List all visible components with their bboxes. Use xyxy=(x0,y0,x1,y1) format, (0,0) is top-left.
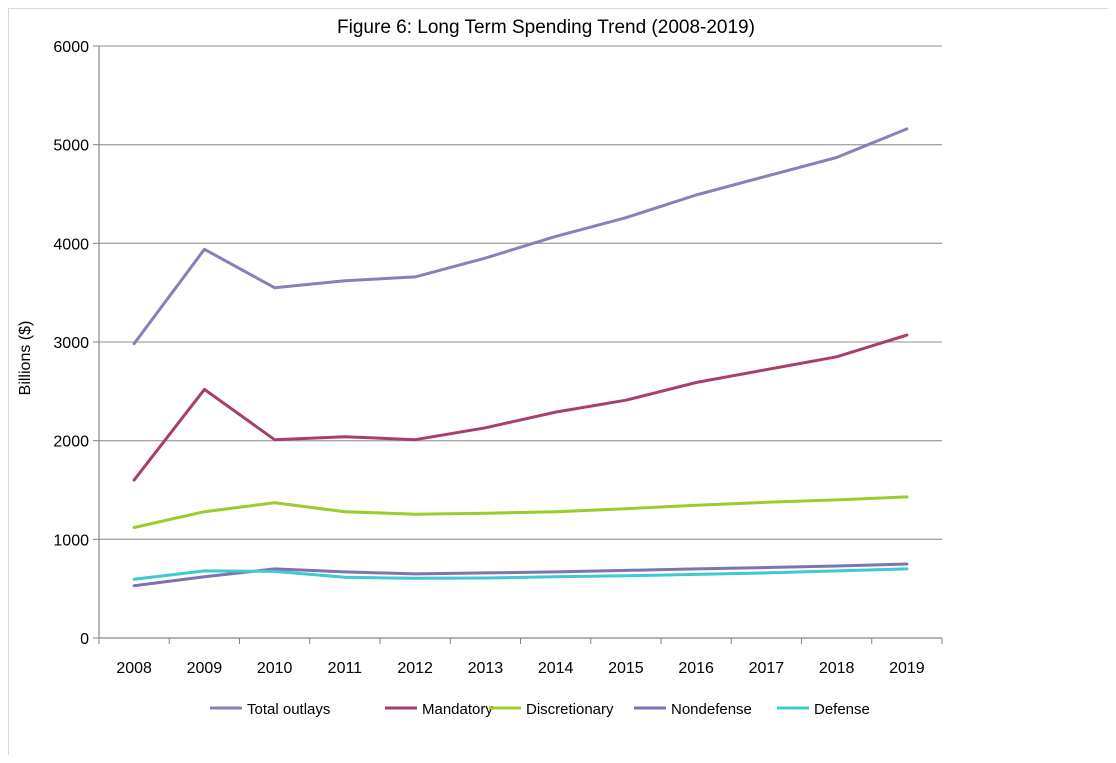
x-tick-label: 2014 xyxy=(538,660,574,677)
x-tick-label: 2008 xyxy=(116,660,152,677)
y-tick-label: 5000 xyxy=(53,138,89,155)
x-tick-label: 2015 xyxy=(608,660,644,677)
y-tick-label: 1000 xyxy=(53,532,89,549)
legend-label: Mandatory xyxy=(422,701,493,718)
chart-frame xyxy=(8,8,1108,755)
gridlines xyxy=(99,45,942,540)
x-tick-label: 2019 xyxy=(889,660,925,677)
x-tick-label: 2011 xyxy=(328,660,363,677)
legend-label: Nondefense xyxy=(671,701,752,718)
chart-title: Figure 6: Long Term Spending Trend (2008… xyxy=(337,17,755,38)
x-tick-label: 2012 xyxy=(397,660,433,677)
y-tick-label: 4000 xyxy=(53,236,89,253)
series-line-nondefense xyxy=(132,562,909,588)
y-tick-label: 0 xyxy=(80,631,89,648)
y-axis-label: Billions ($) xyxy=(17,321,34,396)
legend-label: Discretionary xyxy=(526,701,614,718)
x-tick-label: 2018 xyxy=(819,660,855,677)
y-tick-label: 3000 xyxy=(53,335,89,352)
legend: Total outlays Mandatory Discretionary Nonde… xyxy=(210,701,870,718)
x-tick-label: 2009 xyxy=(187,660,223,677)
x-tick-label: 2017 xyxy=(749,660,785,677)
legend-label: Defense xyxy=(814,701,870,718)
x-tick-label: 2013 xyxy=(468,660,504,677)
y-tick-label: 6000 xyxy=(53,39,89,56)
series-line-discretionary xyxy=(132,495,909,529)
series-line-defense xyxy=(132,567,909,581)
x-tick-label: 2010 xyxy=(257,660,293,677)
series-line-total-outlays xyxy=(132,127,909,346)
axes: 0 1000 2000 3000 4000 5000 6000 2008 2009 2010 201… xyxy=(53,39,943,677)
legend-label: Total outlays xyxy=(247,701,330,718)
series-lines xyxy=(132,127,909,588)
series-line-mandatory xyxy=(132,333,909,482)
y-tick-label: 2000 xyxy=(53,434,89,451)
x-tick-label: 2016 xyxy=(678,660,714,677)
